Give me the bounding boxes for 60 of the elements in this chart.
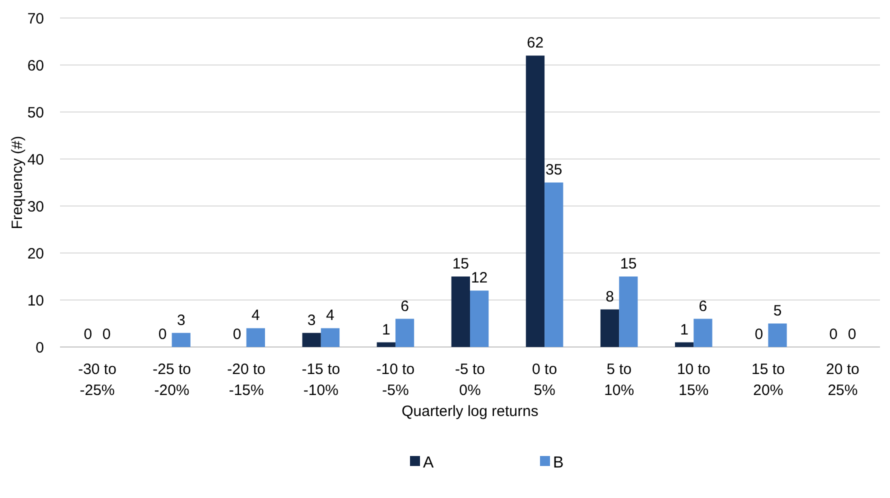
- x-tick-label: 20 to 25%: [826, 361, 860, 399]
- data-label: 15: [620, 256, 637, 272]
- legend-label: B: [553, 454, 564, 472]
- x-tick-label: 0 to 5%: [532, 361, 558, 399]
- data-label: 12: [470, 270, 488, 287]
- bar: [675, 342, 694, 347]
- bar: [526, 56, 545, 347]
- bar: [246, 328, 265, 347]
- data-label: 6: [698, 298, 708, 315]
- x-tick-label: 10 to 15%: [676, 361, 710, 399]
- y-axis-title: Frequency (#): [9, 136, 26, 230]
- x-tick-label: 15 to 20%: [751, 361, 785, 399]
- data-label: 15: [452, 256, 470, 272]
- data-label: 0: [848, 326, 856, 343]
- data-label: 1: [382, 321, 390, 338]
- bar: [470, 290, 489, 347]
- bar: [544, 182, 564, 347]
- y-tick-label: 40: [27, 151, 44, 168]
- x-tick-label: -15 to -10%: [302, 361, 340, 399]
- y-tick-label: 10: [27, 292, 44, 310]
- y-tick-label: 20: [27, 245, 44, 262]
- x-tick-label: -5 to 0%: [454, 361, 486, 399]
- x-tick-label: -25 to -20%: [152, 361, 191, 399]
- y-tick-label: 30: [27, 198, 44, 216]
- y-tick-label: 50: [27, 104, 44, 122]
- x-tick-label: 5 to 10%: [604, 361, 634, 399]
- data-label: 0: [158, 326, 167, 343]
- data-label: 3: [176, 312, 186, 329]
- data-label: 1: [680, 321, 688, 338]
- bar: [376, 342, 396, 347]
- data-label: 62: [526, 34, 544, 52]
- x-tick-label: -20 to -15%: [227, 361, 266, 399]
- bar: [395, 318, 414, 347]
- data-label: 6: [400, 298, 409, 315]
- data-label: 0: [754, 326, 764, 343]
- x-axis-title: Quarterly log returns: [402, 403, 538, 420]
- data-label: 4: [252, 307, 260, 324]
- data-label: 4: [326, 307, 334, 324]
- bar: [768, 324, 787, 347]
- data-label: 8: [606, 288, 614, 306]
- data-label: 35: [546, 162, 562, 178]
- data-label: 0: [84, 326, 92, 343]
- y-tick-label: 60: [27, 57, 44, 74]
- data-label: 0: [232, 326, 242, 343]
- data-label: 5: [773, 302, 782, 320]
- data-label: 0: [829, 326, 838, 343]
- y-tick-label: 0: [36, 339, 44, 356]
- x-tick-label: -10 to -5%: [376, 361, 415, 399]
- bar: [172, 332, 190, 347]
- x-tick-label: -30 to -25%: [78, 361, 116, 399]
- bar: [451, 276, 470, 347]
- data-label: 3: [307, 312, 316, 329]
- bar: [694, 318, 712, 347]
- legend-label: A: [423, 454, 434, 472]
- bar: [619, 276, 638, 347]
- data-label: 0: [102, 326, 111, 343]
- y-tick-label: 70: [27, 10, 44, 28]
- bar: [302, 332, 321, 347]
- bar: [320, 328, 340, 347]
- bar: [600, 309, 620, 347]
